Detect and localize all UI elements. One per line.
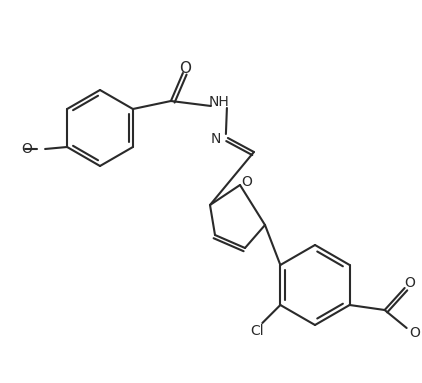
Text: O: O: [409, 326, 420, 340]
Text: O: O: [179, 61, 191, 75]
Text: N: N: [211, 132, 221, 146]
Text: O: O: [241, 175, 252, 189]
Text: Cl: Cl: [251, 324, 264, 338]
Text: NH: NH: [208, 95, 229, 109]
Text: O: O: [404, 276, 415, 290]
Text: O: O: [22, 142, 32, 156]
